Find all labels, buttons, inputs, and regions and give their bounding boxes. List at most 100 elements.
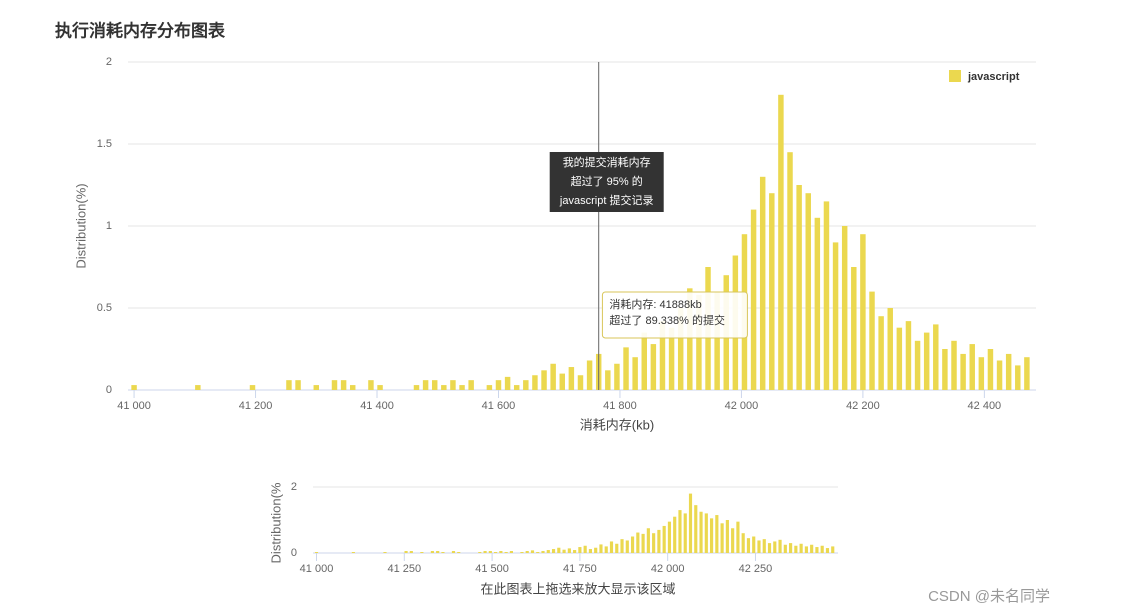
- x-tick-label: 42 200: [846, 400, 880, 412]
- bar: [588, 549, 593, 553]
- bar: [773, 541, 777, 553]
- bar: [331, 380, 338, 390]
- bar: [667, 521, 672, 553]
- bar: [562, 549, 566, 553]
- watermark: CSDN @未名同学: [928, 588, 1050, 605]
- bar: [486, 385, 493, 390]
- bar: [383, 552, 387, 553]
- legend-label: javascript: [967, 71, 1020, 83]
- bar: [650, 344, 657, 390]
- bar: [494, 552, 498, 553]
- bar: [615, 543, 619, 553]
- bar: [478, 552, 482, 553]
- bar: [340, 380, 347, 390]
- bar: [715, 515, 719, 553]
- y-tick-label: 1: [106, 220, 112, 232]
- y-tick-label: 2: [106, 56, 112, 68]
- y-tick-label: 0: [106, 384, 112, 396]
- bar: [430, 551, 434, 553]
- bar: [420, 552, 424, 553]
- bar: [799, 543, 803, 553]
- bar: [567, 548, 571, 553]
- bar: [495, 380, 502, 390]
- bar: [815, 547, 819, 553]
- bar: [451, 551, 456, 553]
- bar: [249, 385, 256, 390]
- bar: [887, 308, 893, 390]
- bar: [431, 380, 438, 390]
- annotation-text: 我的提交消耗内存: [563, 155, 651, 169]
- bar: [314, 552, 319, 553]
- x-tick-label: 41 000: [117, 400, 151, 412]
- bar: [605, 370, 611, 390]
- bar: [577, 375, 584, 390]
- y-tick-label: 1.5: [97, 138, 112, 150]
- tooltip-text: 消耗内存: 41888kb: [609, 297, 701, 311]
- bar: [404, 551, 408, 553]
- bar: [851, 267, 857, 390]
- bar: [604, 546, 608, 553]
- tooltip-text: 超过了 89.338% 的提交: [609, 313, 725, 327]
- bar: [630, 536, 635, 553]
- bar: [551, 549, 556, 553]
- bar: [504, 552, 508, 553]
- bar: [557, 547, 561, 553]
- bar: [1005, 353, 1012, 390]
- bar: [714, 291, 720, 390]
- bar: [767, 543, 772, 553]
- bar: [741, 533, 745, 553]
- bar: [422, 380, 429, 390]
- bar: [541, 551, 545, 553]
- bar: [632, 357, 638, 390]
- bar: [488, 551, 492, 553]
- bar: [586, 360, 593, 390]
- bar: [377, 385, 383, 390]
- bar: [550, 363, 556, 390]
- bar: [641, 533, 645, 553]
- bar: [313, 385, 320, 390]
- bar: [778, 539, 782, 553]
- bar: [578, 547, 582, 553]
- bar: [823, 201, 830, 390]
- bar: [504, 376, 511, 390]
- bar: [762, 539, 766, 553]
- bar: [687, 288, 693, 390]
- x-tick-label: 41 500: [475, 563, 509, 575]
- x-tick-label: 41 400: [360, 400, 394, 412]
- bar: [413, 385, 420, 390]
- y-tick-label: 0: [291, 547, 297, 559]
- bar: [623, 347, 629, 390]
- x-tick-label: 41 200: [239, 400, 273, 412]
- bar: [704, 513, 708, 553]
- bar: [752, 536, 756, 553]
- annotation-text: javascript 提交记录: [559, 193, 654, 207]
- bar: [641, 332, 647, 390]
- bar: [869, 291, 875, 390]
- bar: [349, 385, 356, 390]
- bar: [457, 552, 461, 553]
- bar: [673, 516, 677, 553]
- y-axis-title: Distribution(%): [73, 183, 88, 268]
- bar: [789, 543, 793, 553]
- bar: [987, 349, 994, 390]
- bar: [532, 375, 538, 390]
- bar: [783, 544, 787, 553]
- bar: [720, 523, 724, 553]
- bar: [960, 353, 966, 390]
- bar: [546, 550, 550, 553]
- bar: [459, 385, 465, 390]
- bar: [541, 370, 547, 390]
- bar: [878, 316, 884, 390]
- bar: [441, 385, 447, 390]
- x-tick-label: 42 000: [725, 400, 759, 412]
- nav-y-title: Distribution(%: [268, 482, 283, 563]
- x-tick-label: 41 800: [603, 400, 637, 412]
- bar: [368, 380, 374, 390]
- legend-swatch: [949, 70, 961, 82]
- bar: [841, 226, 848, 390]
- bar: [688, 493, 693, 553]
- bar: [942, 349, 948, 390]
- bar: [525, 551, 529, 553]
- bar: [810, 544, 814, 553]
- bar: [1015, 365, 1021, 390]
